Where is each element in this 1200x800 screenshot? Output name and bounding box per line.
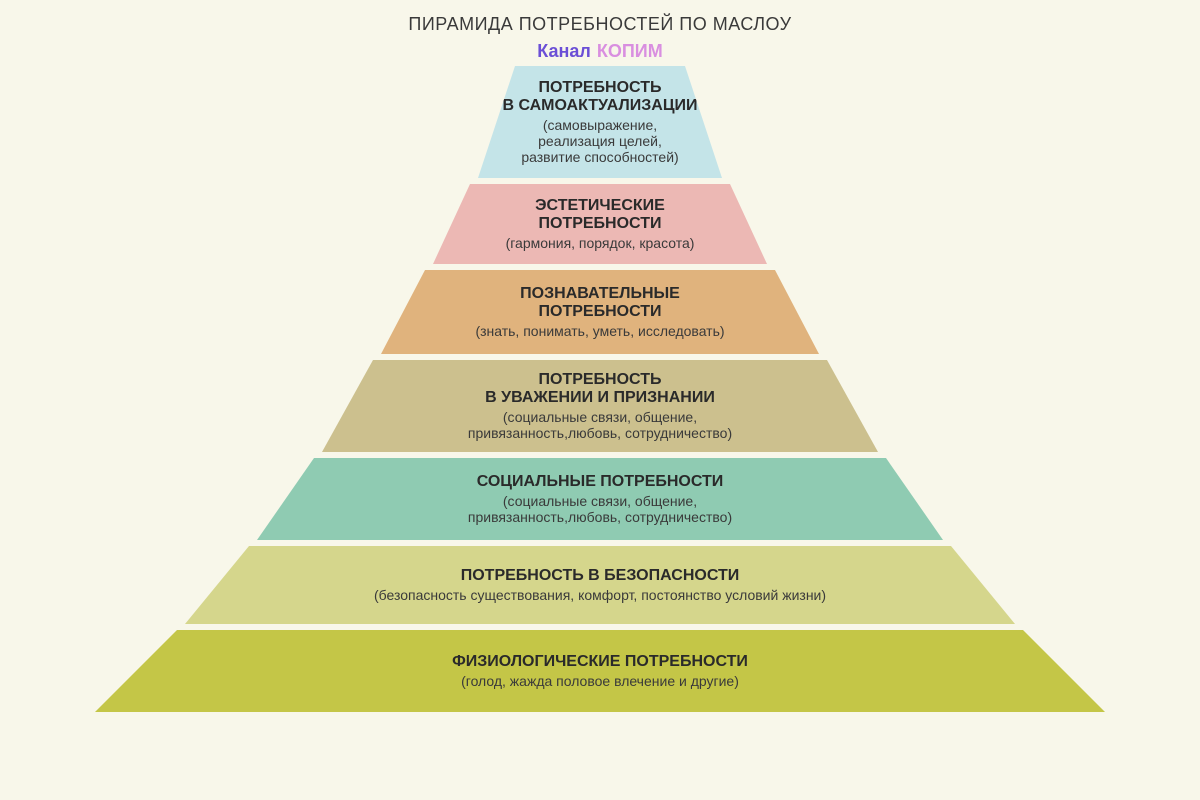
pyramid-level-3: ПОЗНАВАТЕЛЬНЫЕ ПОТРЕБНОСТИ(знать, понима… — [381, 270, 819, 354]
subtitle-word2: КОПИМ — [597, 41, 663, 61]
pyramid-level-2: ЭСТЕТИЧЕСКИЕ ПОТРЕБНОСТИ(гармония, поряд… — [433, 184, 767, 264]
page-title: ПИРАМИДА ПОТРЕБНОСТЕЙ ПО МАСЛОУ — [0, 0, 1200, 35]
level-heading: ЭСТЕТИЧЕСКИЕ ПОТРЕБНОСТИ — [535, 197, 665, 234]
level-desc: (самовыражение, реализация целей, развит… — [521, 117, 678, 165]
pyramid-level-7: ФИЗИОЛОГИЧЕСКИЕ ПОТРЕБНОСТИ (голод, жажда… — [95, 630, 1105, 712]
level-desc: (социальные связи, общение, привязанност… — [468, 493, 732, 525]
pyramid-level-6: ПОТРЕБНОСТЬ В БЕЗОПАСНОСТИ (безопасность … — [185, 546, 1015, 624]
level-desc: (безопасность существования, комфорт, по… — [374, 587, 826, 603]
level-desc: (знать, понимать, уметь, исследовать) — [475, 323, 724, 339]
level-heading: ПОТРЕБНОСТЬ В БЕЗОПАСНОСТИ — [461, 567, 740, 585]
level-heading: СОЦИАЛЬНЫЕ ПОТРЕБНОСТИ — [477, 473, 724, 491]
level-desc: (гармония, порядок, красота) — [506, 235, 695, 251]
pyramid-level-1: ПОТРЕБНОСТЬ В САМОАКТУАЛИЗАЦИИ(самовыраж… — [478, 66, 722, 178]
pyramid-level-4: ПОТРЕБНОСТЬ В УВАЖЕНИИ И ПРИЗНАНИИ(социа… — [322, 360, 878, 452]
level-heading: ФИЗИОЛОГИЧЕСКИЕ ПОТРЕБНОСТИ — [452, 653, 748, 671]
level-heading: ПОТРЕБНОСТЬ В САМОАКТУАЛИЗАЦИИ — [502, 79, 697, 116]
subtitle-word1: Канал — [537, 41, 591, 61]
subtitle: Канал КОПИМ — [0, 41, 1200, 62]
level-desc: (социальные связи, общение, привязанност… — [468, 409, 732, 441]
maslow-pyramid: ПОТРЕБНОСТЬ В САМОАКТУАЛИЗАЦИИ(самовыраж… — [0, 66, 1200, 712]
level-desc: (голод, жажда половое влечение и другие) — [461, 673, 739, 689]
pyramid-level-5: СОЦИАЛЬНЫЕ ПОТРЕБНОСТИ (социальные связи,… — [257, 458, 943, 540]
level-heading: ПОЗНАВАТЕЛЬНЫЕ ПОТРЕБНОСТИ — [520, 285, 680, 322]
level-heading: ПОТРЕБНОСТЬ В УВАЖЕНИИ И ПРИЗНАНИИ — [485, 371, 715, 408]
